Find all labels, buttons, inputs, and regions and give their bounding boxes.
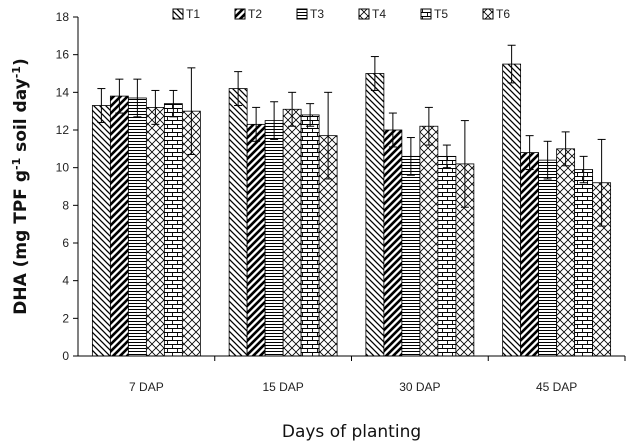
- legend-label-t2: T2: [248, 7, 262, 21]
- x-category-label: 15 DAP: [262, 380, 303, 394]
- legend-label-t1: T1: [186, 7, 200, 21]
- bar-t2-7-dap: [109, 95, 129, 357]
- bar-t1-15-dap: [228, 88, 248, 357]
- bar-t3-15-dap: [264, 120, 284, 357]
- y-tick-label: 10: [56, 161, 70, 175]
- y-axis-ticks: 0 2 4 6 8 10 12 14 16 18: [56, 10, 78, 363]
- y-tick-label: 18: [56, 10, 70, 24]
- x-axis-categories: 7 DAP 15 DAP 30 DAP 45 DAP: [129, 356, 626, 394]
- legend-label-t3: T3: [310, 7, 324, 21]
- bar-t5-30-dap: [437, 155, 457, 357]
- bar-t4-7-dap: [145, 107, 165, 357]
- bar-t5-7-dap: [163, 103, 183, 357]
- legend: T1 T2 T3 T4 T5 T6: [172, 7, 510, 21]
- bar-t1-7-dap: [91, 105, 111, 357]
- bar-t2-30-dap: [383, 129, 403, 357]
- y-tick-label: 4: [62, 274, 69, 288]
- y-tick-label: 2: [62, 311, 69, 325]
- legend-swatch-t2: [234, 8, 246, 20]
- y-tick-label: 16: [56, 48, 70, 62]
- legend-swatch-t6: [482, 8, 494, 20]
- y-tick-label: 14: [56, 85, 70, 99]
- legend-label-t6: T6: [496, 7, 510, 21]
- legend-swatch-t3: [296, 8, 308, 20]
- y-tick-label: 12: [56, 123, 70, 137]
- error-bars: [97, 44, 606, 227]
- bar-t4-15-dap: [282, 108, 302, 357]
- legend-label-t4: T4: [372, 7, 386, 21]
- bar-t5-45-dap: [574, 169, 594, 357]
- bar-t5-15-dap: [300, 114, 320, 357]
- x-category-label: 7 DAP: [129, 380, 164, 394]
- bars: [91, 63, 612, 357]
- legend-swatch-t4: [358, 8, 370, 20]
- bar-t4-45-dap: [556, 148, 576, 357]
- bar-t4-30-dap: [419, 125, 439, 357]
- bar-t3-30-dap: [401, 155, 421, 357]
- x-category-label: 30 DAP: [399, 380, 440, 394]
- legend-swatch-t5: [420, 8, 432, 20]
- y-tick-label: 0: [62, 349, 69, 363]
- y-axis-title: DHA (mg TPF g-1 soil day-1): [10, 58, 31, 315]
- bar-t1-30-dap: [365, 73, 385, 357]
- legend-swatch-t1: [172, 8, 184, 20]
- x-category-label: 45 DAP: [536, 380, 577, 394]
- y-tick-label: 8: [62, 198, 69, 212]
- bar-t1-45-dap: [502, 63, 522, 357]
- bar-t2-15-dap: [246, 123, 266, 357]
- bar-t2-45-dap: [520, 152, 540, 357]
- x-axis-title: Days of planting: [282, 422, 421, 442]
- bar-t3-45-dap: [538, 159, 558, 357]
- bar-t3-7-dap: [127, 97, 147, 357]
- y-tick-label: 6: [62, 236, 69, 250]
- legend-label-t5: T5: [434, 7, 448, 21]
